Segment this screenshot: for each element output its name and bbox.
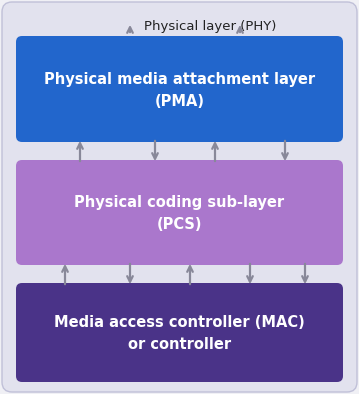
- FancyBboxPatch shape: [2, 2, 357, 392]
- Text: Physical media attachment layer: Physical media attachment layer: [44, 71, 315, 87]
- Text: (PMA): (PMA): [154, 93, 205, 108]
- Text: or controller: or controller: [128, 337, 231, 352]
- FancyBboxPatch shape: [16, 36, 343, 142]
- Text: Physical coding sub-layer: Physical coding sub-layer: [74, 195, 285, 210]
- Text: Physical layer (PHY): Physical layer (PHY): [144, 19, 276, 32]
- Text: (PCS): (PCS): [157, 217, 202, 232]
- FancyBboxPatch shape: [16, 283, 343, 382]
- Text: Media access controller (MAC): Media access controller (MAC): [54, 315, 305, 330]
- FancyBboxPatch shape: [16, 160, 343, 265]
